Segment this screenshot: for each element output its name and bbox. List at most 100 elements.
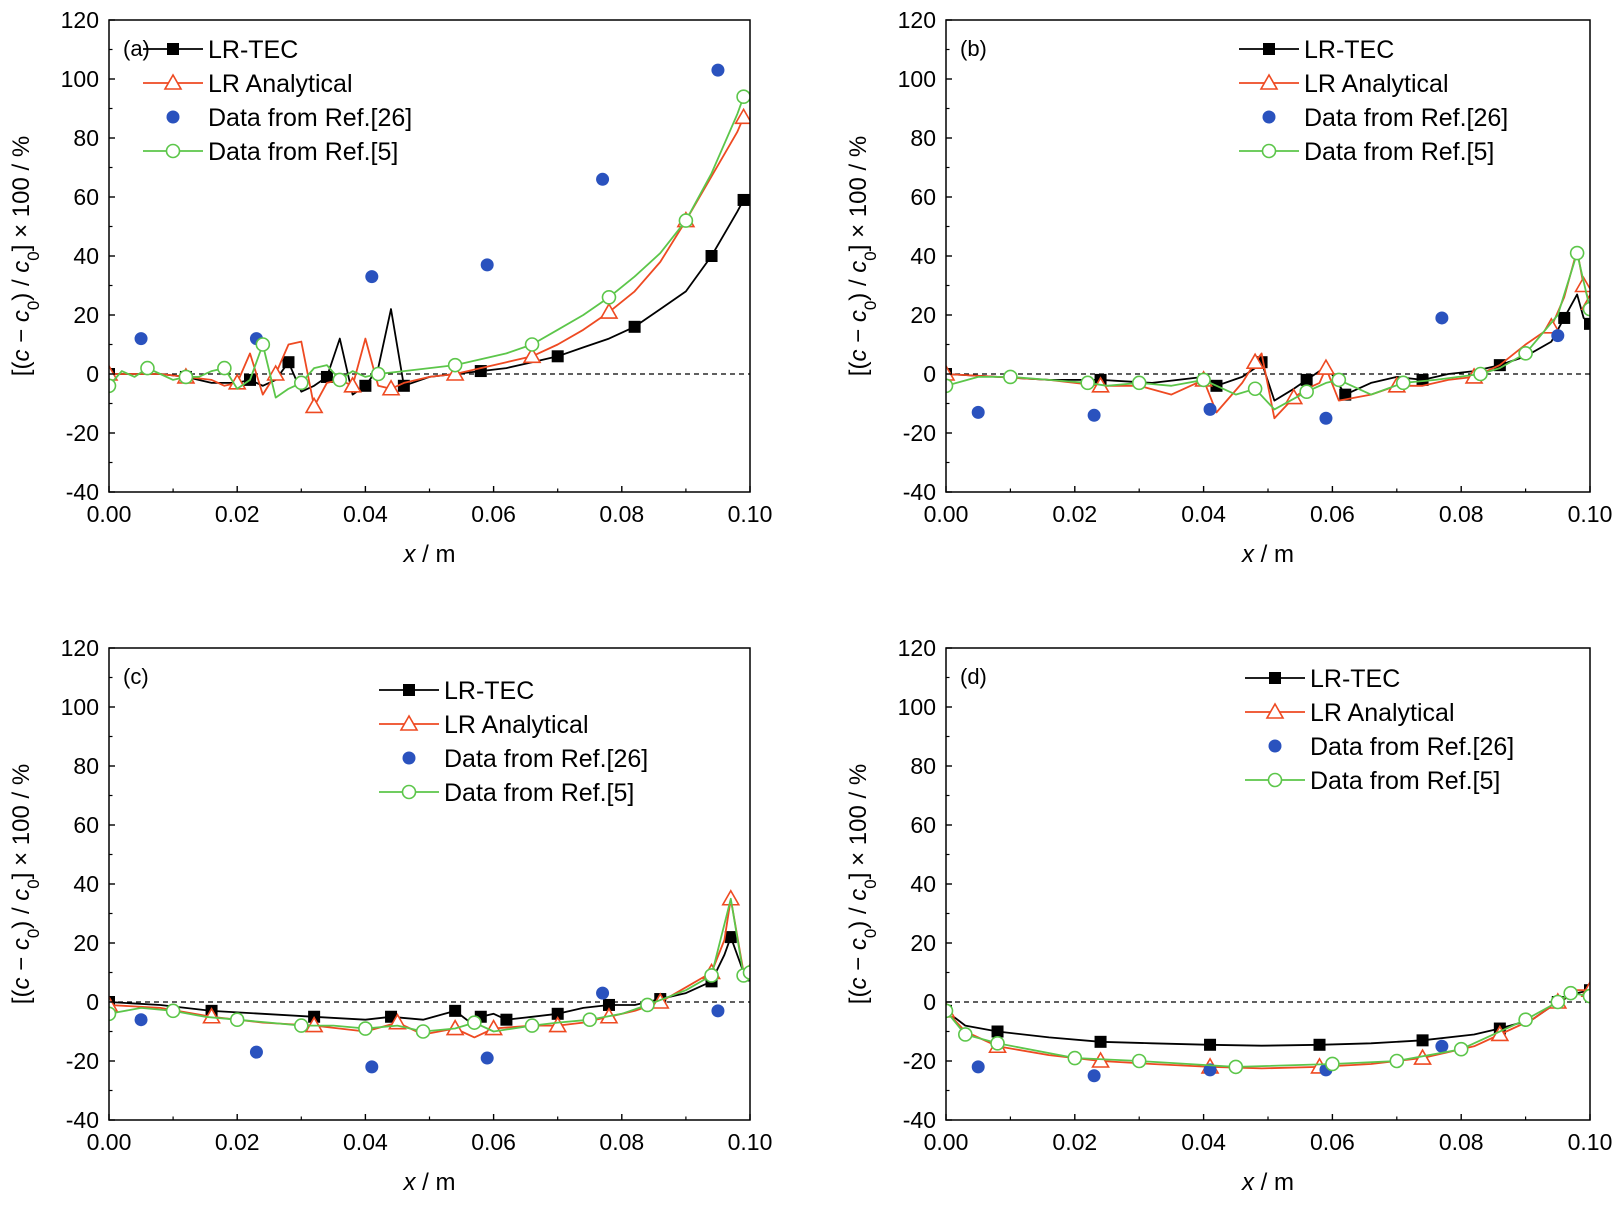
data-point-lr_tec	[500, 1013, 513, 1026]
data-point-ref5	[358, 1021, 373, 1036]
series-ref5	[946, 985, 1590, 1075]
y-tick-label: -20	[903, 420, 936, 446]
data-point-ref26	[1203, 402, 1217, 416]
x-axis-title-var: x	[1241, 1169, 1255, 1196]
legend-entry-ref5: Data from Ref.[5]	[1245, 767, 1500, 795]
legend-marker	[1268, 739, 1282, 753]
y-axis-title-part: ] × 100 / %	[8, 764, 35, 879]
y-tick-label: 40	[73, 871, 99, 897]
y-axis-title-part: c	[845, 261, 872, 273]
data-point-lr_tec	[1558, 311, 1571, 324]
data-point-lr_tec	[1300, 373, 1313, 386]
data-point-ref5	[1228, 1059, 1244, 1075]
y-tick-label: -40	[903, 479, 936, 505]
legend-entry-ref26: Data from Ref.[26]	[1268, 733, 1514, 761]
legend-entry-lr_analytical: LR Analytical	[143, 70, 353, 98]
data-point-lr_analytical	[109, 364, 119, 381]
data-point-ref5	[958, 1027, 973, 1042]
data-point-ref26	[711, 1004, 725, 1018]
data-point-lr_analytical	[1316, 358, 1336, 375]
data-point-ref5	[1247, 381, 1263, 397]
legend-label: LR-TEC	[208, 36, 298, 64]
y-axis-title: [(c − c0) / c0] × 100 / %	[845, 136, 880, 376]
y-tick-label: 40	[910, 243, 936, 269]
data-point-lr_tec	[602, 998, 615, 1011]
data-point-ref5	[1582, 988, 1590, 1004]
legend-entry-ref5: Data from Ref.[5]	[379, 779, 634, 807]
data-point-ref5	[582, 1012, 598, 1028]
data-point-ref26	[1087, 1069, 1101, 1083]
y-axis-title-part: −	[8, 950, 35, 977]
legend-label: LR Analytical	[1304, 70, 1449, 98]
data-point-ref5	[1131, 375, 1147, 391]
data-point-ref5	[109, 378, 117, 394]
x-axis-title-var: x	[403, 541, 417, 568]
x-axis-title: x / m	[403, 541, 456, 568]
data-point-lr_analytical	[304, 1015, 324, 1033]
x-axis-title: x / m	[1241, 1169, 1294, 1196]
plot-area	[946, 980, 1590, 1083]
series-line-lr_tec	[109, 199, 745, 396]
legend-label: Data from Ref.[26]	[1304, 104, 1508, 132]
legend: LR-TEC LR Analytical Data from Ref.[26] Dat…	[379, 677, 648, 807]
x-tick-label: 0.02	[1052, 1129, 1097, 1155]
x-axis-title: x / m	[1241, 541, 1294, 568]
data-point-lr_analytical	[1245, 352, 1265, 370]
data-point-lr_analytical	[202, 1007, 221, 1024]
legend-marker	[1261, 143, 1277, 159]
data-point-ref5	[946, 378, 954, 394]
plot-area	[109, 889, 750, 1074]
data-point-ref5	[640, 997, 655, 1013]
legend-entry-ref26: Data from Ref.[26]	[1262, 104, 1508, 132]
plot-frame	[108, 647, 751, 1121]
data-point-ref5	[946, 1003, 954, 1019]
series-line-ref5	[109, 897, 750, 1033]
x-axis-title-var: x	[403, 1169, 417, 1196]
y-axis-title-part: c	[8, 978, 35, 990]
data-point-ref5	[370, 366, 386, 382]
data-point-ref26	[596, 986, 610, 1000]
legend-marker	[1259, 73, 1279, 90]
x-tick-label: 0.06	[471, 1129, 516, 1155]
data-point-ref5	[1518, 346, 1533, 361]
data-point-ref26	[480, 258, 494, 272]
data-point-lr_tec	[1416, 373, 1429, 386]
data-point-ref5	[332, 372, 348, 388]
data-point-ref5	[524, 337, 540, 352]
series-line-lr_analytical	[109, 117, 745, 408]
y-axis-title-part: c	[8, 261, 35, 273]
data-point-lr_analytical	[734, 107, 750, 125]
data-point-ref5	[447, 357, 463, 373]
x-tick-label: 0.04	[343, 501, 388, 527]
y-tick-label: 80	[910, 125, 936, 151]
data-point-ref5	[704, 968, 719, 983]
y-tick-label: 40	[73, 243, 99, 269]
data-point-ref26	[249, 1045, 263, 1059]
legend-marker	[1265, 702, 1285, 719]
legend-entry-ref5: Data from Ref.[5]	[143, 138, 398, 166]
data-point-ref26	[711, 63, 725, 77]
data-point-lr_analytical	[266, 364, 286, 381]
data-point-ref5	[736, 89, 750, 104]
y-tick-label: 100	[898, 66, 936, 92]
chart-panel-a: 0.00 0.02 0.04 0.06 0.08 0.10 -40 -20 0 20 40 60 80 1…	[8, 7, 772, 568]
x-tick-label: 0.02	[215, 1129, 260, 1155]
data-point-ref5	[1003, 369, 1018, 385]
x-tick-label: 0.06	[1310, 1129, 1355, 1155]
y-axis-title-part: 0	[861, 929, 880, 938]
series-lr_tec	[109, 193, 750, 396]
legend-marker	[1267, 772, 1283, 788]
data-point-lr_analytical	[721, 889, 741, 906]
data-point-lr_analytical	[445, 364, 465, 381]
legend-label: Data from Ref.[26]	[444, 745, 648, 773]
data-point-ref5	[1325, 1056, 1340, 1072]
plot-area	[109, 63, 750, 414]
data-point-ref5	[255, 337, 271, 352]
x-axis-title: x / m	[403, 1169, 456, 1196]
y-tick-label: 120	[898, 7, 936, 33]
x-tick-label: 0.06	[471, 501, 516, 527]
legend-entry-ref5: Data from Ref.[5]	[1239, 138, 1494, 166]
y-axis-title-part: ) /	[8, 273, 35, 301]
y-axis-title-part: 0	[861, 879, 880, 888]
y-tick-label: 120	[61, 7, 99, 33]
